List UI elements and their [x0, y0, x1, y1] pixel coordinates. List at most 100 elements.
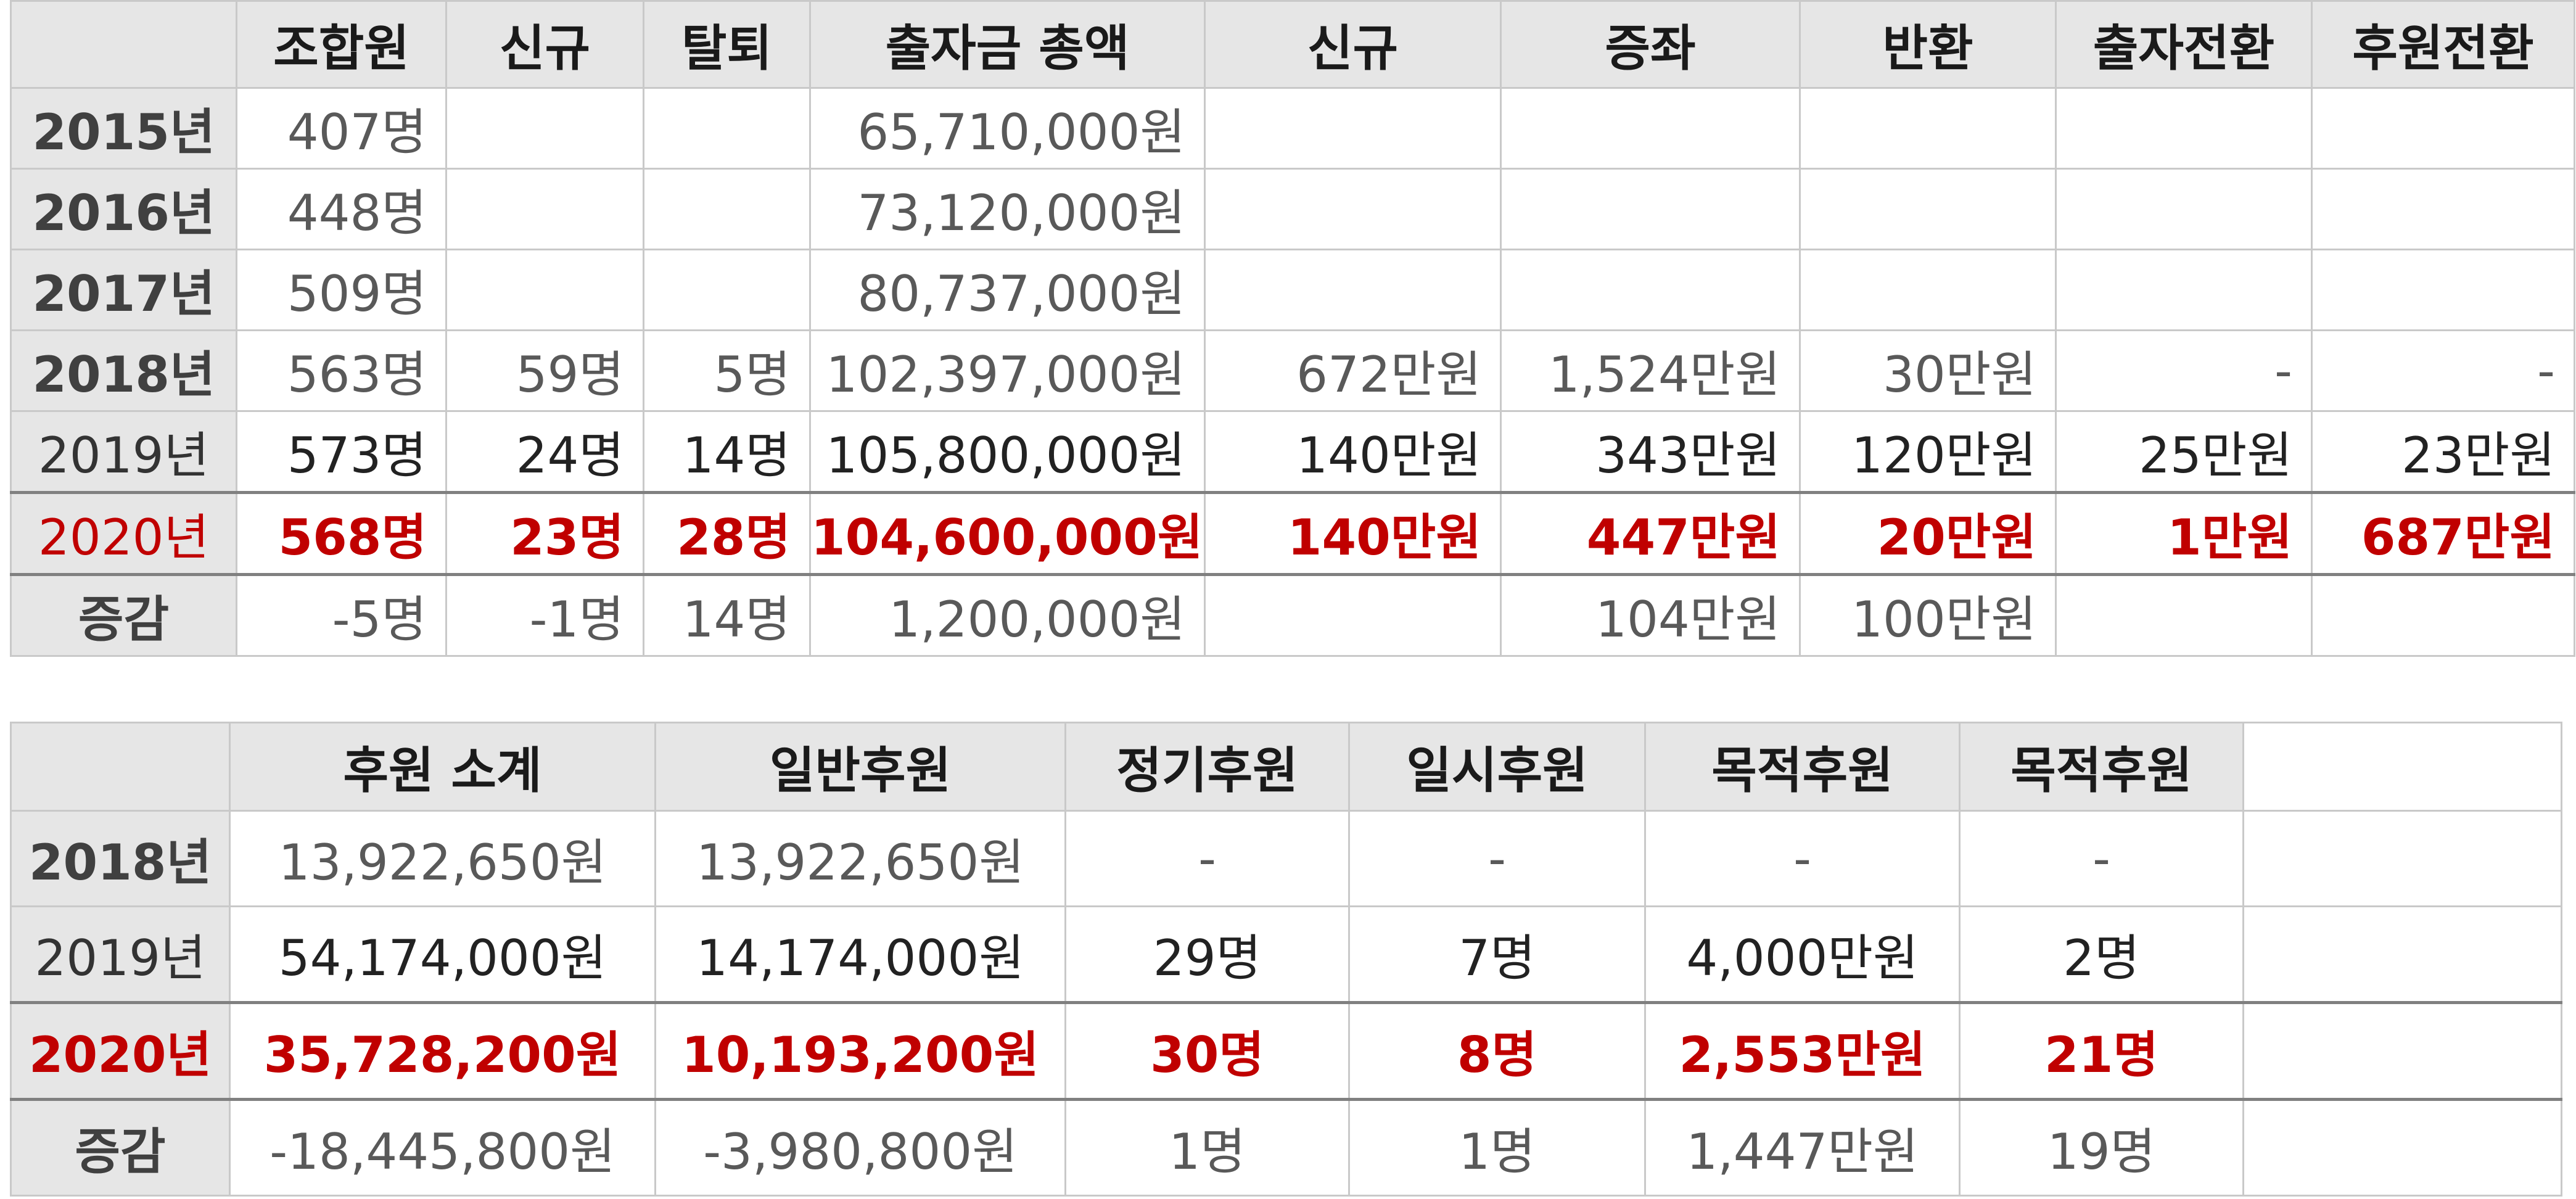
col-header-purpose-donation: 목적후원 — [1644, 722, 1961, 812]
col-header-members: 조합원 — [236, 0, 447, 89]
table-row-change: 증감 -18,445,800원 -3,980,800원 1명 1명 1,447만… — [10, 1098, 2562, 1197]
table-row: 2018년 563명 59명 5명 102,397,000원 672만원 1,5… — [10, 329, 2575, 412]
table-cell — [2242, 1098, 2562, 1197]
table-cell: 563명 — [236, 329, 447, 412]
table-row: 2019년 573명 24명 14명 105,800,000원 140만원 34… — [10, 410, 2575, 493]
table-cell: 30만원 — [1799, 329, 2057, 412]
table-cell: 687만원 — [2311, 491, 2575, 575]
col-header-capital-conversion: 출자전환 — [2055, 0, 2313, 89]
table-cell: 80,737,000원 — [809, 249, 1206, 331]
table-row: 2017년 509명 80,737,000원 — [10, 249, 2575, 331]
row-header-year: 2018년 — [10, 329, 237, 412]
table-cell: 28명 — [643, 491, 811, 575]
table-cell: - — [2055, 329, 2313, 412]
table-cell: 59명 — [445, 329, 644, 412]
table-cell: 120만원 — [1799, 410, 2057, 493]
donation-table: 후원 소계 일반후원 정기후원 일시후원 목적후원 목적후원 2018년 13,… — [10, 722, 2562, 1197]
table-cell — [1204, 168, 1502, 250]
table-row-change: 증감 -5명 -1명 14명 1,200,000원 104만원 100만원 — [10, 573, 2575, 657]
table-cell: 1,447만원 — [1644, 1098, 1961, 1197]
table-cell — [643, 87, 811, 170]
table-cell — [1204, 87, 1502, 170]
row-header-year: 2016년 — [10, 168, 237, 250]
table-cell: 105,800,000원 — [809, 410, 1206, 493]
table-cell — [445, 249, 644, 331]
header-row: 조합원 신규 탈퇴 출자금 총액 신규 증좌 반환 출자전환 후원전환 — [10, 0, 2575, 89]
corner-cell — [10, 722, 231, 812]
table-cell: - — [1644, 810, 1961, 907]
corner-cell — [10, 0, 237, 89]
table-cell — [1799, 87, 2057, 170]
table-cell: 65,710,000원 — [809, 87, 1206, 170]
table-row-highlight: 2020년 35,728,200원 10,193,200원 30명 8명 2,5… — [10, 1001, 2562, 1100]
table-cell: 73,120,000원 — [809, 168, 1206, 250]
table-cell: 14명 — [643, 573, 811, 657]
table-row-highlight: 2020년 568명 23명 28명 104,600,000원 140만원 44… — [10, 491, 2575, 575]
table-row: 2018년 13,922,650원 13,922,650원 - - - - — [10, 810, 2562, 907]
table-cell: -18,445,800원 — [229, 1098, 656, 1197]
table-cell: 20만원 — [1799, 491, 2057, 575]
table-cell: 2명 — [1959, 905, 2244, 1003]
table-cell: 102,397,000원 — [809, 329, 1206, 412]
table-cell — [1799, 168, 2057, 250]
table-cell: 672만원 — [1204, 329, 1502, 412]
table-cell — [1204, 573, 1502, 657]
table-cell: 407명 — [236, 87, 447, 170]
table-cell: 21명 — [1959, 1001, 2244, 1100]
col-header-purpose-donation-2: 목적후원 — [1959, 722, 2244, 812]
table-cell: 54,174,000원 — [229, 905, 656, 1003]
table-cell: 447만원 — [1500, 491, 1801, 575]
table-cell: - — [1959, 810, 2244, 907]
table-cell: 140만원 — [1204, 491, 1502, 575]
col-header-refund: 반환 — [1799, 0, 2057, 89]
table-cell: 104만원 — [1500, 573, 1801, 657]
membership-capital-table: 조합원 신규 탈퇴 출자금 총액 신규 증좌 반환 출자전환 후원전환 2015… — [10, 0, 2575, 657]
table-cell: 1,200,000원 — [809, 573, 1206, 657]
table-cell — [643, 249, 811, 331]
table-cell — [1500, 249, 1801, 331]
table-cell — [1204, 249, 1502, 331]
table-cell: 35,728,200원 — [229, 1001, 656, 1100]
table-cell: 24명 — [445, 410, 644, 493]
table-cell — [2242, 905, 2562, 1003]
row-header-year: 2020년 — [10, 491, 237, 575]
table-cell — [445, 87, 644, 170]
row-header-change: 증감 — [10, 573, 237, 657]
table-cell — [2242, 810, 2562, 907]
row-header-year: 2015년 — [10, 87, 237, 170]
table-cell — [2311, 168, 2575, 250]
table-cell: 14,174,000원 — [654, 905, 1066, 1003]
table-cell: 14명 — [643, 410, 811, 493]
col-header-new-members: 신규 — [445, 0, 644, 89]
table-cell: 1,524만원 — [1500, 329, 1801, 412]
col-header-general-donation: 일반후원 — [654, 722, 1066, 812]
row-header-change: 증감 — [10, 1098, 231, 1197]
col-header-capital-total: 출자금 총액 — [809, 0, 1206, 89]
table-cell — [445, 168, 644, 250]
table-cell — [2311, 249, 2575, 331]
row-header-year: 2020년 — [10, 1001, 231, 1100]
table-cell — [2055, 249, 2313, 331]
col-header-donation-subtotal: 후원 소계 — [229, 722, 656, 812]
table-cell — [1500, 168, 1801, 250]
table-cell: 1명 — [1348, 1098, 1646, 1197]
col-header-empty — [2242, 722, 2562, 812]
table-cell: -5명 — [236, 573, 447, 657]
table-cell: 2,553만원 — [1644, 1001, 1961, 1100]
table-cell: 1명 — [1064, 1098, 1350, 1197]
table-cell — [2311, 573, 2575, 657]
table-cell: 4,000만원 — [1644, 905, 1961, 1003]
table-cell: 568명 — [236, 491, 447, 575]
row-header-year: 2018년 — [10, 810, 231, 907]
table-cell: 104,600,000원 — [809, 491, 1206, 575]
table-cell: 7명 — [1348, 905, 1646, 1003]
table-row: 2016년 448명 73,120,000원 — [10, 168, 2575, 250]
table-cell — [2055, 573, 2313, 657]
col-header-capital-increase: 증좌 — [1500, 0, 1801, 89]
table-cell: 5명 — [643, 329, 811, 412]
table-cell: 1만원 — [2055, 491, 2313, 575]
table-cell: 23만원 — [2311, 410, 2575, 493]
table-row: 2015년 407명 65,710,000원 — [10, 87, 2575, 170]
table-cell: 19명 — [1959, 1098, 2244, 1197]
table-cell: - — [1348, 810, 1646, 907]
